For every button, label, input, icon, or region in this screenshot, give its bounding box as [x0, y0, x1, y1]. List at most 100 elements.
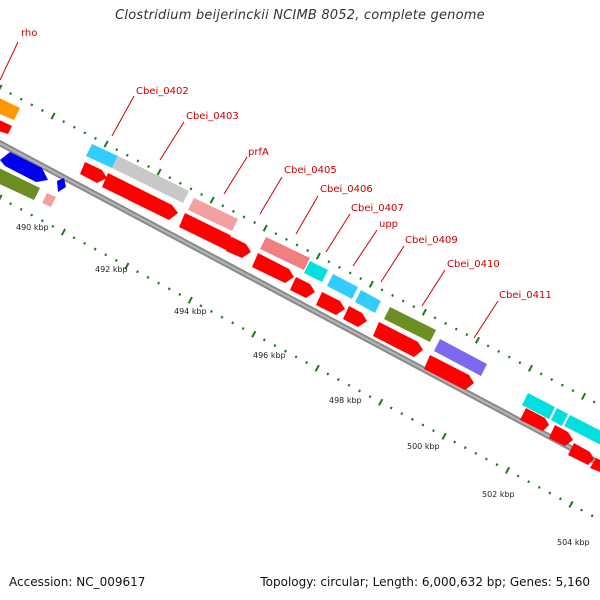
minor-tick — [537, 485, 541, 489]
kbp-label-500: 500 kbp — [407, 442, 440, 451]
minor-tick — [453, 440, 457, 444]
kbp-labels: 490 kbp 492 kbp 494 kbp 496 kbp 498 kbp … — [16, 223, 590, 547]
minor-tick — [220, 315, 224, 319]
minor-tick — [590, 514, 594, 518]
minor-tick — [391, 293, 395, 297]
minor-tick — [592, 400, 596, 404]
feature-cyan-4 — [564, 415, 600, 445]
minor-tick — [518, 361, 522, 365]
minor-tick — [294, 355, 298, 359]
minor-tick — [412, 305, 416, 309]
gene-label-cbei-0403[interactable]: Cbei_0403 — [186, 111, 239, 122]
feature-orange — [0, 98, 20, 120]
minor-tick — [400, 412, 404, 416]
gene-label-cbei-0407[interactable]: Cbei_0407 — [351, 203, 404, 214]
minor-tick — [326, 372, 330, 376]
cds-red-14 — [590, 458, 600, 472]
gene-label-prfa[interactable]: prfA — [248, 147, 269, 158]
major-tick — [378, 398, 384, 406]
gene-label-cbei-0406[interactable]: Cbei_0406 — [320, 184, 373, 195]
feature-cyan-3 — [551, 408, 568, 426]
minor-tick — [168, 176, 172, 180]
gene-label-cbei-0409[interactable]: Cbei_0409 — [405, 235, 458, 246]
minor-tick — [359, 277, 363, 281]
feature-skyblue-2 — [327, 274, 358, 299]
minor-tick — [83, 241, 87, 245]
major-tick — [50, 112, 56, 120]
minor-tick — [454, 327, 458, 331]
major-tick — [60, 228, 66, 236]
minor-tick — [83, 131, 87, 135]
minor-tick — [338, 265, 341, 269]
feature-gray — [112, 156, 189, 203]
feature-salmon — [260, 237, 310, 270]
gene-label-cbei-0410[interactable]: Cbei_0410 — [447, 259, 500, 270]
major-tick — [504, 466, 511, 474]
minor-tick — [336, 378, 340, 382]
feature-olive-2 — [0, 168, 40, 200]
major-tick — [527, 364, 534, 372]
cds-red-11 — [520, 408, 549, 431]
minor-tick — [495, 463, 499, 467]
tick-marks — [0, 84, 596, 518]
major-tick — [314, 364, 320, 372]
accession-text: Accession: NC_009617 — [9, 575, 146, 589]
minor-tick — [558, 497, 562, 501]
cds-red-10 — [424, 355, 474, 390]
minor-tick — [295, 243, 299, 247]
minor-tick — [305, 361, 309, 365]
kbp-label-494: 494 kbp — [174, 307, 207, 316]
minor-tick — [548, 491, 552, 495]
cds-red-12 — [549, 425, 573, 446]
map-title: Clostridium beijerinckii NCIMB 8052, com… — [115, 8, 485, 23]
minor-tick — [62, 120, 66, 124]
minor-tick — [580, 508, 583, 512]
major-tick — [474, 336, 480, 344]
minor-tick — [571, 389, 575, 393]
minor-tick — [114, 258, 118, 262]
minor-tick — [178, 292, 182, 296]
minor-tick — [231, 321, 235, 325]
minor-tick — [348, 271, 352, 275]
major-tick — [368, 280, 374, 288]
gene-label-cbei-0405[interactable]: Cbei_0405 — [284, 165, 337, 176]
gene-label-cbei-0411[interactable]: Cbei_0411 — [499, 290, 552, 301]
gene-label-upp[interactable]: upp — [379, 219, 398, 230]
genome-backbone — [0, 139, 600, 468]
minor-tick — [347, 383, 351, 387]
minor-tick — [125, 153, 129, 157]
feature-purple — [434, 339, 487, 376]
minor-tick — [221, 204, 225, 208]
kbp-label-498: 498 kbp — [329, 396, 362, 405]
minor-tick — [146, 275, 150, 279]
cds-red-3 — [179, 213, 235, 250]
minor-tick — [285, 237, 288, 241]
minor-tick — [550, 377, 554, 382]
minor-tick — [167, 287, 171, 291]
minor-tick — [136, 270, 139, 274]
gene-label-rho[interactable]: rho — [21, 28, 37, 39]
cds-red-4 — [226, 237, 251, 258]
minor-tick — [19, 207, 23, 211]
feature-track-outer — [0, 98, 600, 445]
minor-tick — [527, 480, 531, 484]
minor-tick — [210, 309, 213, 314]
feature-blue-1 — [0, 152, 48, 182]
feature-skyblue-3 — [355, 290, 381, 313]
minor-tick — [262, 338, 266, 342]
major-tick — [103, 140, 109, 148]
gene-label-cbei-0402[interactable]: Cbei_0402 — [136, 86, 189, 97]
major-tick — [209, 196, 215, 204]
minor-tick — [444, 321, 448, 325]
minor-tick — [274, 232, 278, 236]
minor-tick — [19, 97, 23, 101]
feature-track-left — [0, 152, 66, 207]
feature-lightpink-2 — [42, 193, 56, 207]
minor-tick — [432, 429, 435, 433]
major-tick — [187, 296, 193, 304]
minor-tick — [136, 159, 140, 163]
minor-tick — [284, 349, 287, 353]
kbp-label-496: 496 kbp — [253, 351, 286, 360]
major-tick — [156, 168, 162, 176]
